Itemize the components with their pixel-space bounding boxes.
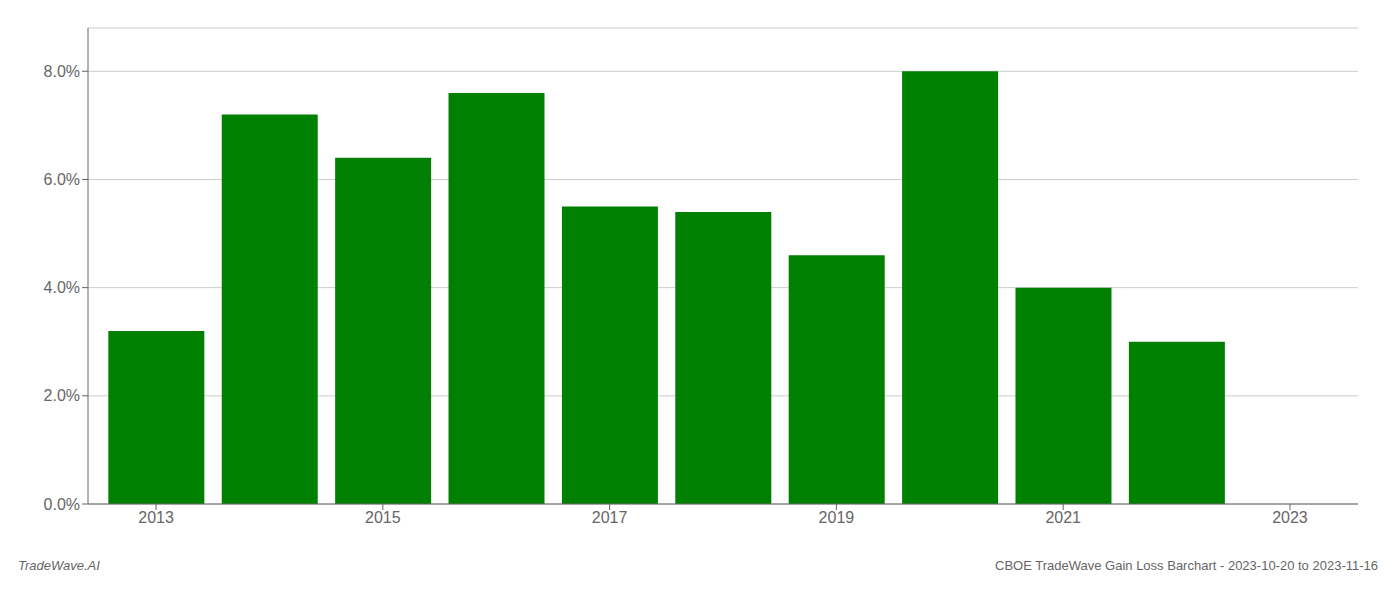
- svg-text:2.0%: 2.0%: [44, 387, 80, 404]
- svg-text:0.0%: 0.0%: [44, 496, 80, 513]
- svg-text:4.0%: 4.0%: [44, 279, 80, 296]
- html-text:TradeWave.AI: TradeWave.AI: [18, 558, 100, 573]
- svg-text:2019: 2019: [819, 509, 855, 526]
- svg-text:2017: 2017: [592, 509, 628, 526]
- svg-text:2023: 2023: [1272, 509, 1308, 526]
- svg-text:2013: 2013: [138, 509, 174, 526]
- svg-text:2021: 2021: [1045, 509, 1081, 526]
- svg-text:2015: 2015: [365, 509, 401, 526]
- svg-text:6.0%: 6.0%: [44, 171, 80, 188]
- svg-text:8.0%: 8.0%: [44, 63, 80, 80]
- html-text:CBOE TradeWave Gain Loss Barch: CBOE TradeWave Gain Loss Barchart - 2023…: [995, 558, 1378, 573]
